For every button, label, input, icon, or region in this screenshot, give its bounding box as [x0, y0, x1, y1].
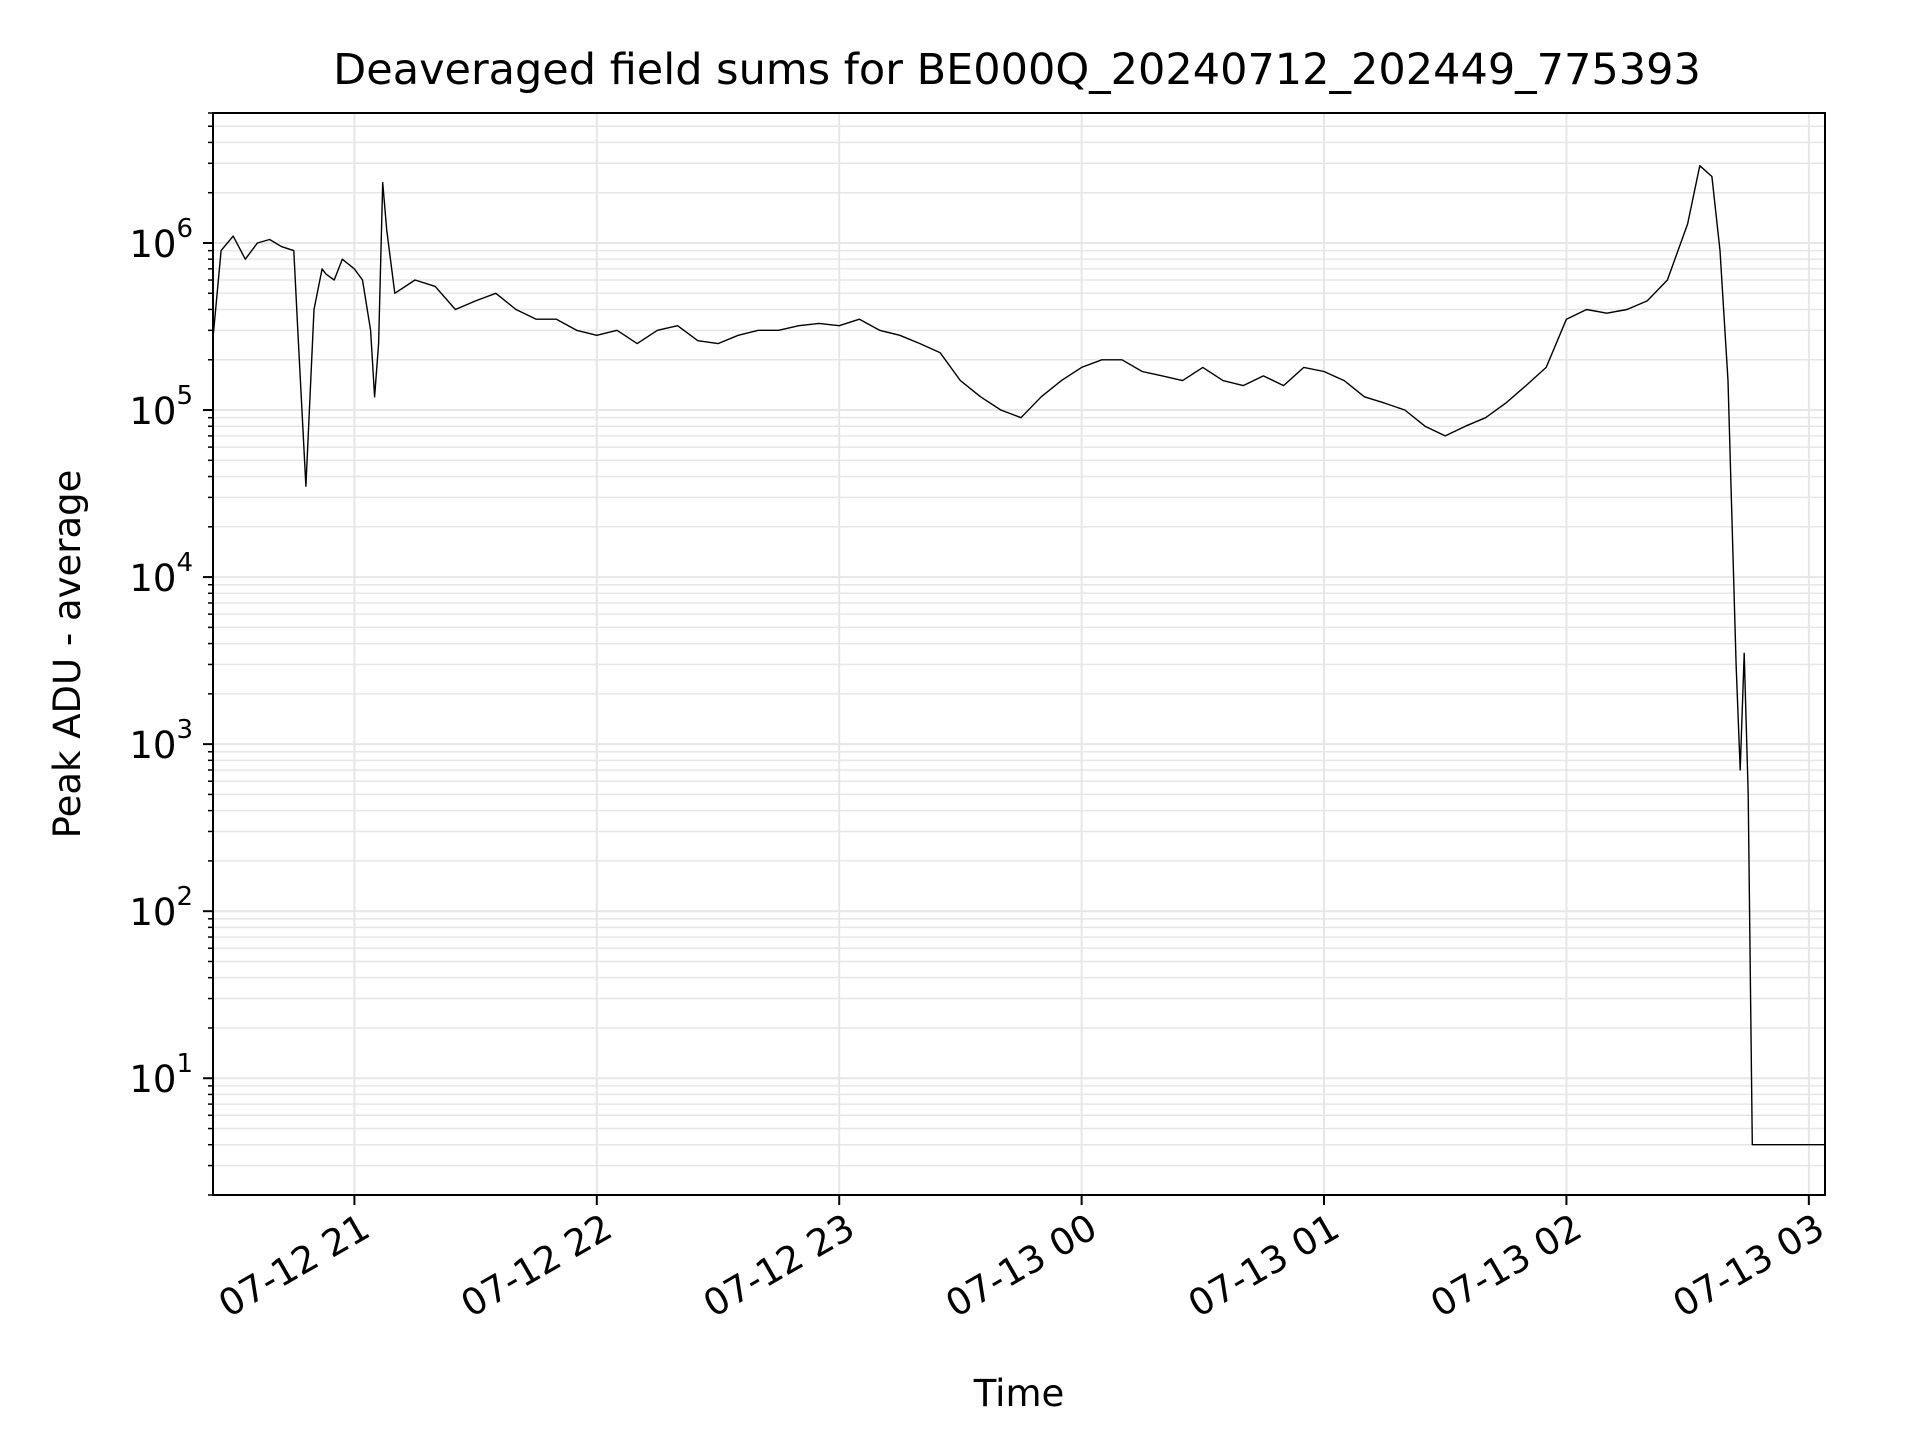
y-tick-label: 104 — [129, 548, 193, 600]
y-axis-label: Peak ADU - average — [46, 470, 89, 839]
y-tick-label: 105 — [129, 381, 193, 433]
x-axis-label: Time — [973, 1372, 1065, 1415]
series-line — [212, 165, 1825, 1146]
plot-frame — [212, 112, 1826, 1196]
y-tick-label: 106 — [129, 214, 193, 266]
chart-title: Deaveraged field sums for BE000Q_2024071… — [333, 45, 1701, 95]
y-axis: 101 102 103 104 105 106 — [129, 112, 213, 1196]
y-tick-label: 102 — [129, 882, 193, 934]
y-tick-label: 101 — [129, 1049, 193, 1101]
plot-area — [212, 165, 1825, 1146]
grid — [213, 112, 1825, 1196]
y-tick-label: 103 — [129, 715, 193, 767]
